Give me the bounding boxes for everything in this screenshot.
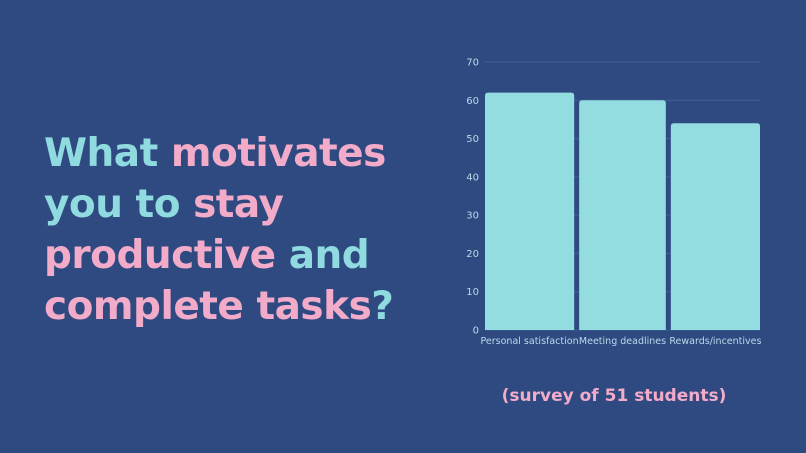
headline-segment: stay [193, 182, 283, 227]
bar [485, 93, 574, 330]
y-tick-label: 40 [466, 172, 479, 183]
headline-segment: and [276, 233, 370, 278]
x-tick-label: Meeting deadlines [579, 336, 666, 347]
y-tick-label: 30 [466, 211, 479, 222]
survey-caption: (survey of 51 students) [470, 386, 758, 406]
headline-line-2: you to stay [44, 179, 414, 230]
y-tick-label: 0 [473, 326, 479, 337]
bar-chart: 0 10 20 30 40 50 60 70 Personal satisfaction Meet… [455, 50, 775, 350]
y-tick-label: 20 [466, 249, 479, 260]
headline-segment: What [44, 131, 171, 176]
headline-line-1: What motivates [44, 128, 414, 179]
headline-segment: you to [44, 182, 193, 227]
y-tick-label: 10 [466, 287, 479, 298]
bar [579, 100, 666, 330]
headline-segment: productive [44, 233, 276, 278]
headline-line-3: productive and [44, 230, 414, 281]
headline-segment: motivates [171, 131, 386, 176]
y-tick-label: 70 [466, 58, 479, 69]
headline-line-4: complete tasks? [44, 281, 414, 332]
headline-segment: ? [371, 284, 393, 329]
headline-segment: complete tasks [44, 284, 371, 329]
x-tick-label: Rewards/incentives [669, 336, 761, 347]
y-tick-label: 60 [466, 96, 479, 107]
x-tick-label: Personal satisfaction [481, 336, 579, 347]
headline-question: What motivates you to stay productive an… [44, 128, 414, 332]
y-tick-label: 50 [466, 134, 479, 145]
bar [671, 123, 760, 330]
